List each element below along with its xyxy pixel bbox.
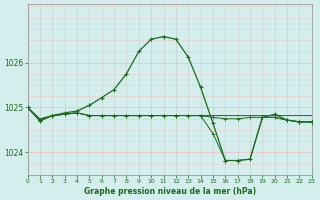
X-axis label: Graphe pression niveau de la mer (hPa): Graphe pression niveau de la mer (hPa) [84, 187, 256, 196]
